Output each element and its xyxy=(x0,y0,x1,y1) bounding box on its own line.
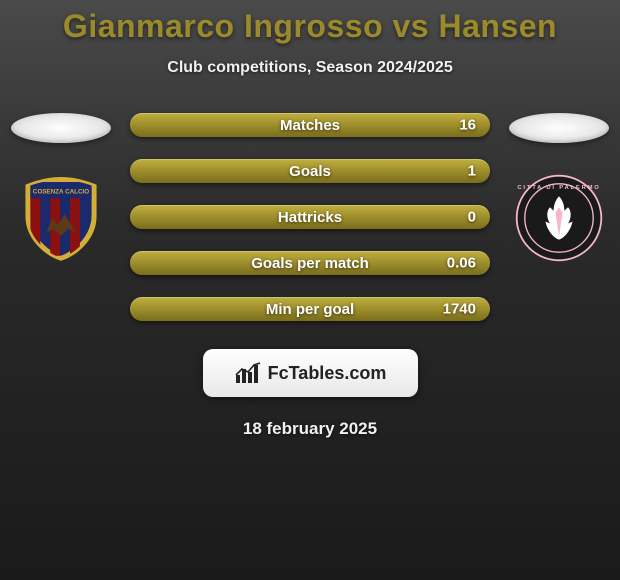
stat-pill-min-per-goal: Min per goal 1740 xyxy=(130,297,490,321)
page-subtitle: Club competitions, Season 2024/2025 xyxy=(0,59,620,77)
stat-right-value: 0 xyxy=(468,209,476,226)
stat-right-value: 1 xyxy=(468,163,476,180)
left-player-ellipse xyxy=(11,113,111,143)
left-column: COSENZA CALCIO xyxy=(6,113,116,263)
stat-right-value: 1740 xyxy=(443,301,476,318)
stat-label: Goals per match xyxy=(251,255,369,272)
stat-label: Hattricks xyxy=(278,209,342,226)
svg-text:CITTA DI PALERMO: CITTA DI PALERMO xyxy=(517,185,600,191)
right-club-crest: CITTA DI PALERMO xyxy=(514,173,604,263)
svg-text:COSENZA CALCIO: COSENZA CALCIO xyxy=(33,189,90,196)
right-player-ellipse xyxy=(509,113,609,143)
stat-label: Goals xyxy=(289,163,331,180)
stat-pill-hattricks: Hattricks 0 xyxy=(130,205,490,229)
right-column: CITTA DI PALERMO xyxy=(504,113,614,263)
stat-pill-goals-per-match: Goals per match 0.06 xyxy=(130,251,490,275)
stat-right-value: 0.06 xyxy=(447,255,476,272)
stat-label: Matches xyxy=(280,117,340,134)
date-label: 18 february 2025 xyxy=(0,419,620,439)
comparison-content: COSENZA CALCIO Matches 16 Goals 1 Ha xyxy=(0,113,620,321)
brand-text: FcTables.com xyxy=(268,363,387,384)
left-club-crest: COSENZA CALCIO xyxy=(16,173,106,263)
stat-right-value: 16 xyxy=(459,117,476,134)
stat-label: Min per goal xyxy=(266,301,354,318)
brand-logo[interactable]: FcTables.com xyxy=(203,349,418,397)
stats-column: Matches 16 Goals 1 Hattricks 0 Goals per… xyxy=(116,113,504,321)
stat-pill-goals: Goals 1 xyxy=(130,159,490,183)
stat-pill-matches: Matches 16 xyxy=(130,113,490,137)
bar-chart-icon xyxy=(234,361,262,385)
page-title: Gianmarco Ingrosso vs Hansen xyxy=(0,8,620,45)
